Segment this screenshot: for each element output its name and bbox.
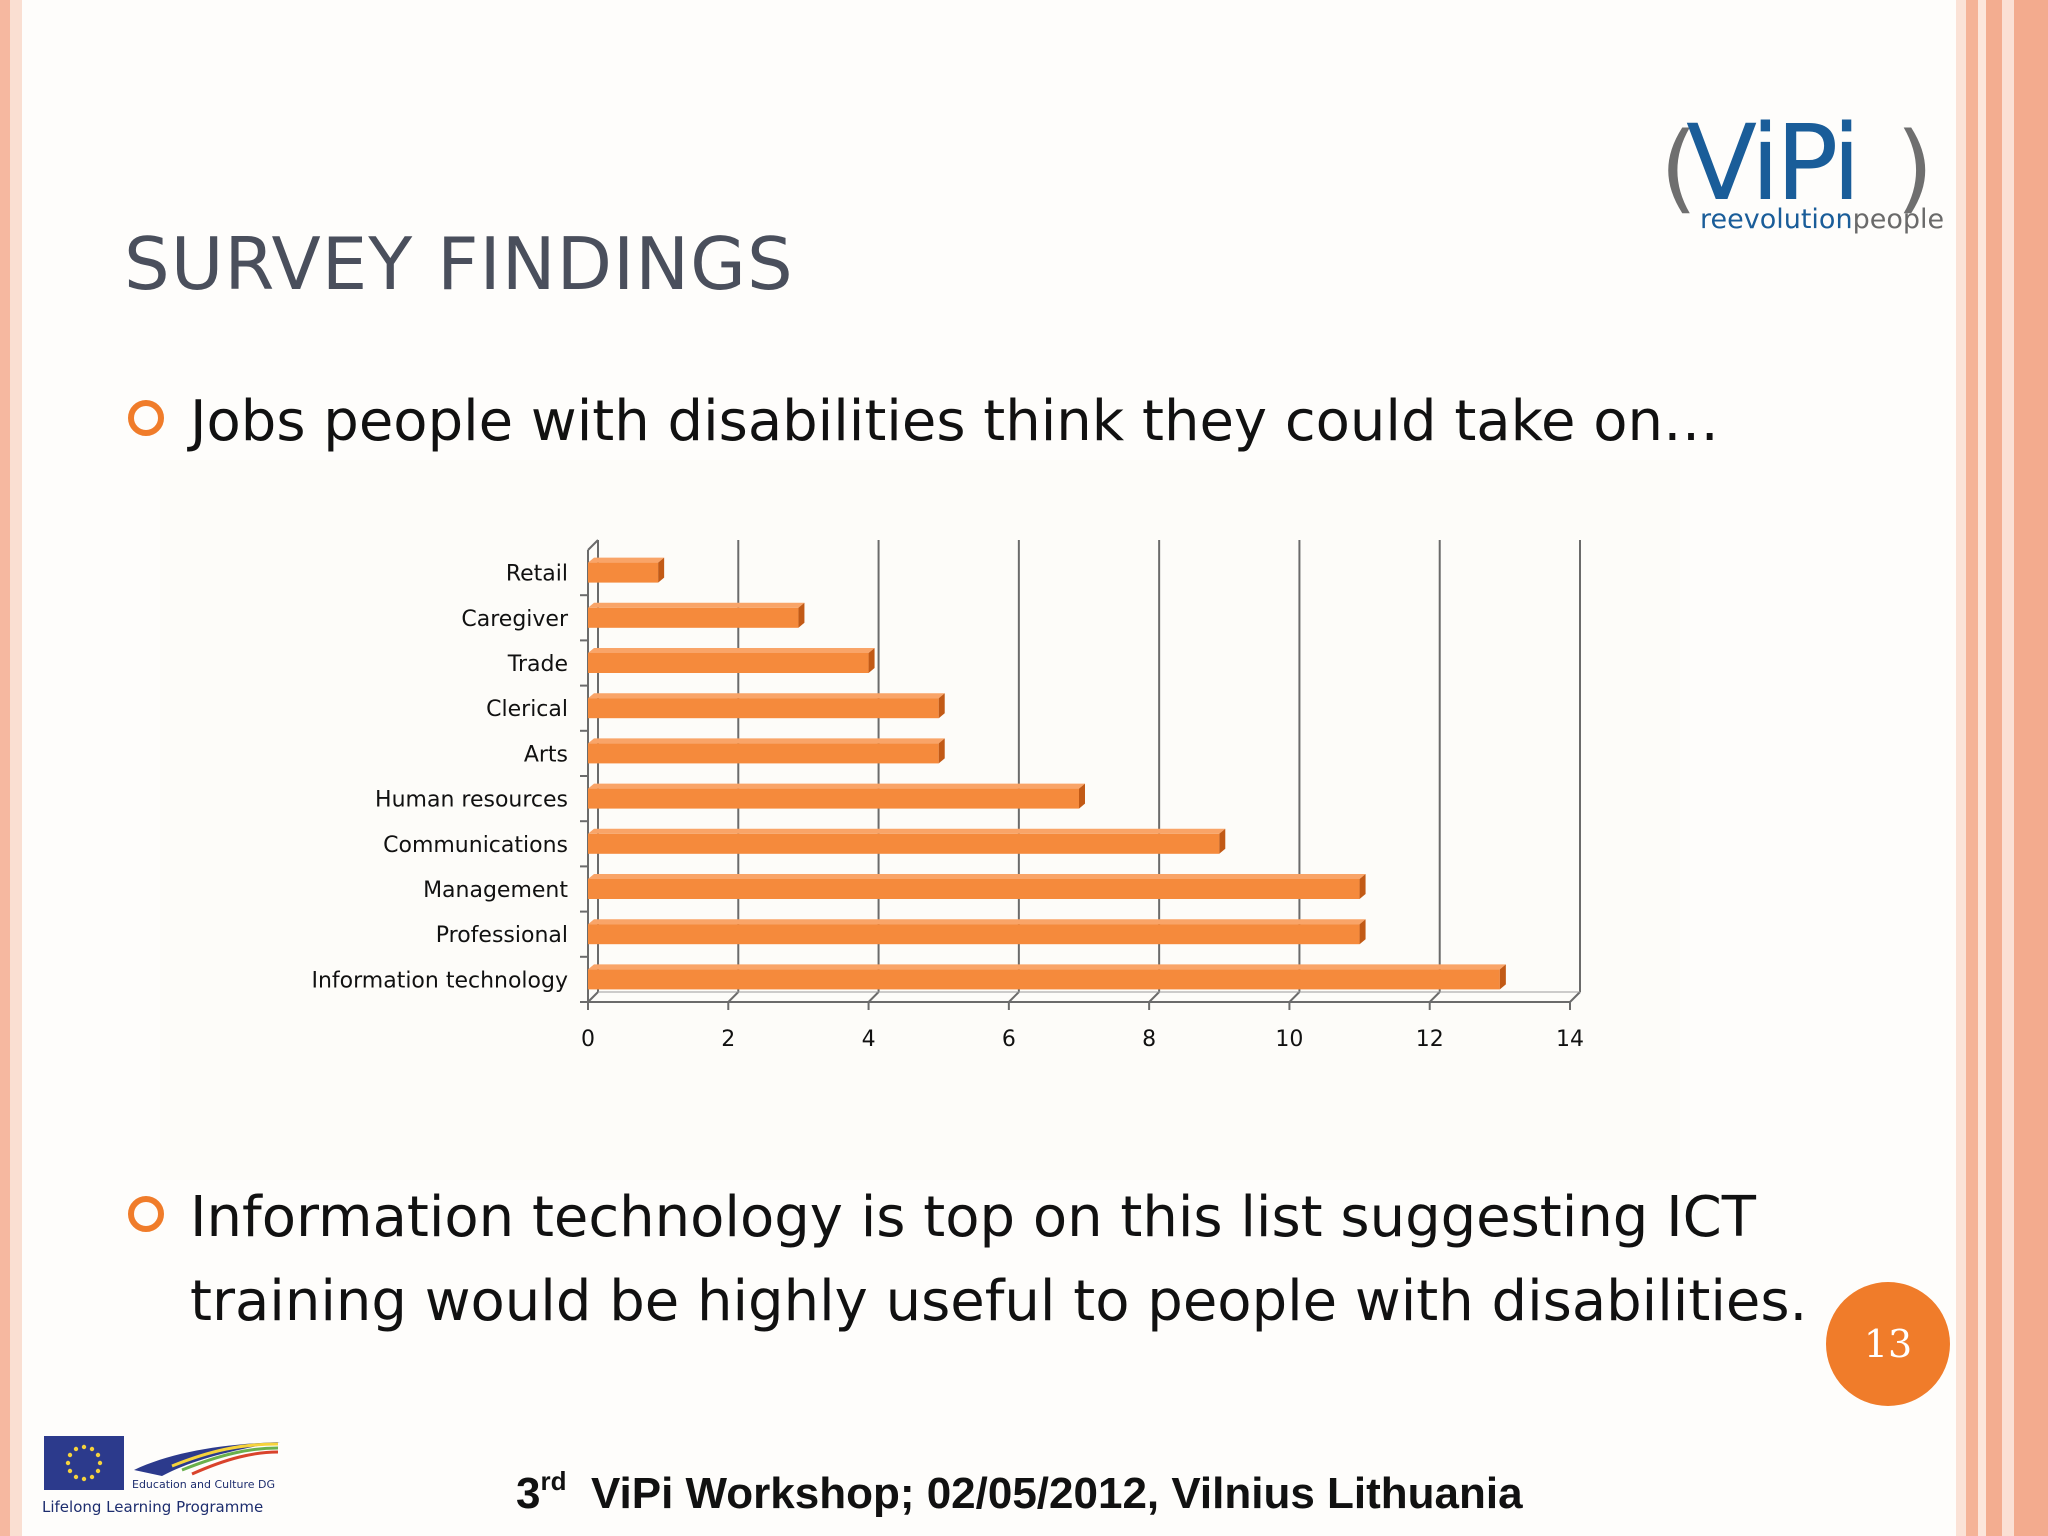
floor-line — [587, 991, 599, 1003]
bar — [588, 743, 939, 764]
x-tick-label: 0 — [581, 1027, 595, 1052]
page-number-badge: 13 — [1826, 1282, 1950, 1406]
footer-number: 3 — [516, 1469, 541, 1518]
floor-line — [727, 991, 739, 1003]
bar-end — [658, 557, 665, 583]
bar-top — [588, 738, 945, 744]
bar-chart: Retail Caregiver Trade Clerical Arts Human re… — [311, 539, 1584, 1052]
eu-dg-label: Education and Culture DG — [132, 1478, 275, 1491]
bar — [588, 698, 939, 719]
bar — [588, 607, 799, 628]
slide-title: SURVEY FINDINGS — [124, 222, 794, 306]
logo-brand: ViPi — [1686, 102, 1861, 224]
bar-top — [588, 648, 875, 653]
bar — [588, 653, 869, 673]
slide-border-right — [1956, 0, 2048, 1536]
bar-end — [1359, 919, 1366, 945]
bar-top — [588, 783, 1085, 789]
x-tick-label: 14 — [1556, 1027, 1584, 1052]
eu-flag-icon — [44, 1436, 124, 1490]
chart-area: Retail Caregiver Trade Clerical Arts Human re… — [160, 460, 1680, 1180]
eu-programme-label: Lifelong Learning Programme — [42, 1498, 264, 1516]
footer-superscript: rd — [540, 1466, 567, 1496]
category-label: Communications — [383, 833, 568, 858]
bullet-2: Information technology is top on this li… — [128, 1176, 1808, 1344]
swoosh-icon — [134, 1442, 280, 1476]
category-label: Professional — [436, 923, 568, 948]
bar-end — [938, 693, 945, 719]
x-tick-label: 4 — [862, 1027, 876, 1052]
bullet-ring-icon — [128, 400, 164, 436]
x-tick-label: 8 — [1142, 1027, 1156, 1052]
bar-end — [938, 738, 945, 764]
floor-line — [1148, 991, 1160, 1003]
bar-end — [1219, 828, 1226, 854]
floor-line — [867, 991, 880, 1003]
floor-line — [1569, 991, 1581, 1003]
floor-line — [1288, 991, 1301, 1003]
category-label: Arts — [524, 742, 568, 767]
bar-end — [868, 648, 875, 673]
logo-tagline: reevolutionpeople — [1700, 204, 1944, 235]
y-axis-top-line — [587, 539, 599, 551]
footer-text: 3rd ViPi Workshop; 02/05/2012, Vilnius L… — [516, 1466, 1523, 1519]
bar — [588, 788, 1079, 809]
bar-top — [588, 874, 1366, 879]
bar — [588, 924, 1360, 945]
category-label: Clerical — [486, 697, 568, 722]
footer-caption: ViPi Workshop; 02/05/2012, Vilnius Lithu… — [590, 1469, 1523, 1518]
logo-tagline-part2: people — [1852, 204, 1945, 235]
bar-top — [588, 964, 1506, 970]
bar-top — [588, 919, 1366, 925]
slide-border-left — [0, 0, 22, 1536]
category-label: Management — [423, 878, 568, 903]
category-label: Human resources — [375, 788, 568, 813]
bullet-ring-icon — [128, 1196, 164, 1232]
bar-end — [1359, 874, 1366, 899]
bar — [588, 969, 1500, 990]
vipi-logo: ( ViPi ) reevolutionpeople — [1660, 108, 1950, 248]
bar-top — [588, 828, 1226, 834]
logo-right-bracket: ) — [1896, 112, 1934, 224]
category-label: Retail — [506, 562, 568, 587]
bar — [588, 879, 1360, 899]
bullet-1-text: Jobs people with disabilities think they… — [190, 389, 1720, 454]
bar-end — [1499, 964, 1506, 990]
x-tick-label: 6 — [1002, 1027, 1016, 1052]
bar — [588, 562, 659, 583]
bar-top — [588, 693, 945, 699]
floor-line — [1008, 991, 1020, 1003]
logo-left-bracket: ( — [1660, 112, 1698, 224]
bar-top — [588, 602, 805, 608]
bar-end — [798, 602, 805, 628]
bullet-1: Jobs people with disabilities think they… — [128, 380, 1728, 464]
logo-tagline-part1: reevolution — [1700, 204, 1853, 235]
category-label: Caregiver — [461, 607, 569, 632]
category-label: Trade — [507, 652, 568, 677]
bar-top — [588, 557, 665, 563]
eu-lifelong-learning-logo: Education and Culture DG Lifelong Learni… — [40, 1436, 280, 1526]
floor-line — [1429, 991, 1441, 1003]
x-tick-label: 10 — [1275, 1027, 1303, 1052]
x-tick-label: 12 — [1416, 1027, 1444, 1052]
bullet-2-text: Information technology is top on this li… — [190, 1185, 1808, 1334]
x-tick-label: 2 — [721, 1027, 735, 1052]
category-label: Information technology — [311, 968, 568, 993]
bar — [588, 833, 1220, 854]
bar-end — [1079, 783, 1085, 809]
